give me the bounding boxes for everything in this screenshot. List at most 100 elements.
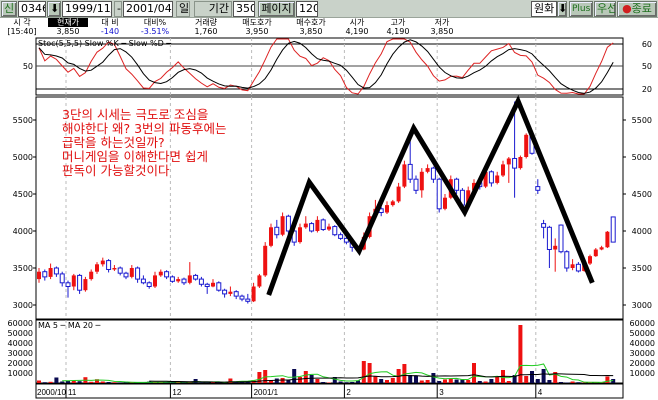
candle-down — [123, 272, 129, 278]
candle-down — [233, 291, 239, 297]
volume-bar — [118, 382, 123, 383]
new-button[interactable]: 신 — [1, 1, 17, 17]
volume-bar — [419, 380, 424, 383]
volume-bar — [605, 376, 610, 383]
candle-down — [216, 282, 222, 291]
candle-down — [488, 171, 494, 184]
volume-tick: 50000 — [630, 329, 655, 338]
label-change: 대 비 — [101, 18, 119, 27]
price-tick: 4500 — [13, 190, 33, 199]
volume-bar — [286, 380, 291, 383]
candle-up — [402, 164, 407, 187]
volume-bar — [292, 369, 297, 383]
code-dropdown-arrow-icon[interactable]: ⬇ — [47, 1, 61, 17]
volume-bar — [414, 376, 418, 383]
price-tick: 4000 — [632, 227, 652, 236]
candle-up — [518, 157, 523, 169]
slow-k-line — [38, 38, 614, 95]
candle-down — [535, 186, 541, 191]
candle-down — [575, 263, 581, 272]
candle-down — [564, 251, 570, 269]
page-input[interactable]: 120 — [296, 1, 318, 17]
plus-button[interactable]: Plus — [569, 1, 593, 17]
volume-tick: 50000 — [8, 329, 33, 338]
price-tick: 5500 — [632, 116, 652, 125]
volume-tick: 40000 — [8, 339, 33, 348]
value-change-pct: -3.51% — [140, 27, 170, 36]
volume-bar — [367, 363, 372, 383]
end-date-input[interactable]: 2001/04/20 — [123, 1, 173, 17]
candle-up — [315, 219, 320, 231]
candle-up — [153, 275, 157, 287]
priority-button[interactable]: 우선 — [594, 1, 616, 17]
volume-bar — [564, 382, 569, 383]
candle-up — [524, 134, 529, 157]
candle-down — [135, 267, 141, 280]
value-current-price: 3,850 — [56, 27, 80, 36]
volume-bar — [309, 375, 314, 383]
candle-up — [506, 158, 511, 165]
page-button[interactable]: 페이지 — [258, 1, 295, 17]
currency-select[interactable]: 원화 — [531, 1, 557, 17]
volume-bar — [338, 381, 343, 383]
price-tick: 5000 — [13, 153, 33, 162]
volume-bar — [472, 363, 476, 383]
volume-tick: 20000 — [8, 359, 33, 368]
volume-bar — [48, 381, 53, 383]
volume-bar — [466, 380, 471, 383]
candle-up — [599, 247, 604, 250]
candle-down — [285, 215, 291, 232]
candle-down — [146, 282, 152, 287]
value-low: 3,850 — [430, 27, 454, 36]
grid — [65, 38, 537, 383]
volume-bar — [344, 382, 349, 383]
period-unit-selector[interactable]: 일 — [176, 1, 190, 17]
volume-bar — [373, 376, 378, 383]
period-input[interactable]: 350 — [233, 1, 255, 17]
currency-dropdown-arrow-icon[interactable]: ⬇ — [557, 1, 567, 17]
volume-bar — [315, 379, 320, 383]
volume-bar — [257, 372, 262, 383]
candle-up — [158, 271, 163, 276]
volume-bar — [303, 371, 308, 383]
volume-ma-lines — [62, 363, 614, 383]
volume-bar — [361, 361, 366, 383]
volume-bar — [524, 376, 529, 383]
volume-bar — [541, 369, 546, 383]
date-label: 2001/1 — [254, 388, 279, 397]
date-label: 11 — [68, 388, 77, 397]
volume-bar — [477, 381, 482, 383]
candle-down — [407, 163, 413, 180]
value-bid: 3,850 — [299, 27, 323, 36]
stochastic-lines — [38, 38, 614, 95]
volume-bar — [89, 381, 94, 383]
axis-ticks: 5500 5500 5000 5000 4500 4500 4000 4000 3500 3500… — [8, 116, 655, 378]
candle-down — [204, 283, 210, 287]
volume-bar — [518, 325, 523, 383]
date-label: 2000/10 — [37, 388, 66, 397]
stoch-right-tick: 20 — [642, 85, 652, 94]
code-input[interactable]: 03465 — [18, 1, 46, 17]
start-date-input[interactable]: 1999/11/10 — [62, 1, 112, 17]
candle-up — [95, 264, 99, 272]
annotation-text: 3단의 시세는 극도로 조심을 해야한다 왜? 3번의 파동후에는 급락을 하는… — [62, 107, 227, 178]
value-ask: 3,950 — [245, 27, 269, 36]
candle-up — [211, 282, 215, 287]
candle-down — [332, 226, 338, 236]
volume-tick: 30000 — [630, 349, 655, 358]
candle-up — [588, 256, 592, 264]
volume-bar — [193, 379, 198, 383]
volume-bar — [332, 377, 337, 383]
candle-down — [59, 273, 65, 284]
panel-frames: 50 60 50 20 — [23, 37, 652, 399]
candle-down — [541, 223, 547, 228]
stoch-right-tick: 50 — [642, 62, 652, 71]
candle-up — [466, 190, 471, 206]
value-open: 4,190 — [345, 27, 369, 36]
volume-bar — [327, 382, 331, 383]
candle-down — [65, 282, 71, 287]
stock-chart[interactable]: 50 60 50 20 5500 5500 5000 5000 4500 4500 4000… — [0, 36, 658, 400]
volume-bar — [437, 381, 442, 383]
exit-button[interactable]: ●종료 — [617, 1, 657, 17]
price-tick: 4500 — [632, 190, 652, 199]
